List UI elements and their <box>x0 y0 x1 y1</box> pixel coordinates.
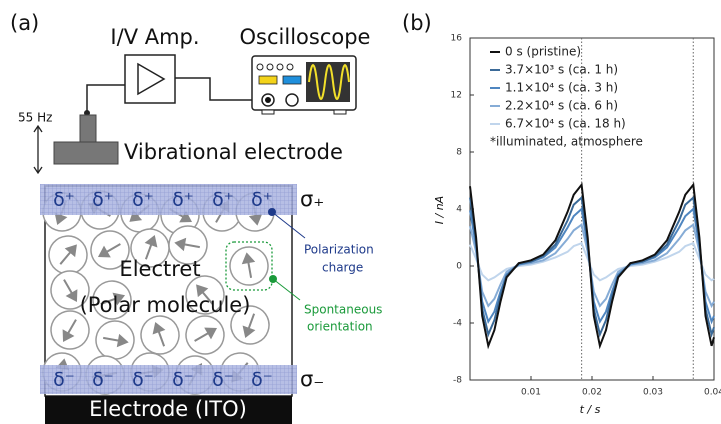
data-line <box>469 241 715 282</box>
dipole-arrow <box>100 292 126 306</box>
panel-label: (a) <box>10 11 39 35</box>
y-tick-label: 16 <box>451 34 463 44</box>
legend-label: 2.2×10⁴ s (ca. 6 h) <box>505 99 618 113</box>
wires <box>86 77 268 112</box>
molecule <box>48 235 88 275</box>
dipole-arrow <box>97 243 121 258</box>
x-tick-label: 0.02 <box>582 388 602 398</box>
data-line <box>469 223 715 309</box>
charge-label: δ⁺ <box>92 189 114 211</box>
dipole-arrow <box>152 321 166 347</box>
electrode-label: Vibrational electrode <box>124 140 343 164</box>
molecule <box>168 225 208 265</box>
legend-label: 6.7×10⁴ s (ca. 18 h) <box>505 117 626 131</box>
dipole-arrow <box>241 252 256 278</box>
x-tick-label: 0.04 <box>704 388 721 398</box>
legend-label: 0 s (pristine) <box>505 45 581 59</box>
polarization-label: Polarization <box>304 243 374 257</box>
dipole-arrow <box>62 319 77 343</box>
charge-label: δ⁺ <box>53 189 75 211</box>
charge-label: δ⁻ <box>53 369 75 391</box>
molecule-label: (Polar molecule) <box>80 293 251 317</box>
oscilloscope <box>251 55 357 115</box>
molecule <box>185 275 225 315</box>
x-axis-label: t / s <box>580 403 601 416</box>
molecule <box>92 280 132 320</box>
amplifier <box>124 54 176 104</box>
molecule <box>130 228 170 268</box>
annotation: *illuminated, atmosphere <box>490 135 643 149</box>
y-tick-label: -8 <box>453 376 462 386</box>
y-tick-label: 12 <box>451 91 462 101</box>
electret-label: Electret <box>119 257 200 281</box>
charge-label: δ⁻ <box>92 369 114 391</box>
molecule <box>230 305 270 345</box>
charge-label: δ⁺ <box>132 189 154 211</box>
vibration-arrow <box>33 124 43 175</box>
y-axis-label: I / nA <box>433 196 446 224</box>
polarization-label: charge <box>322 261 363 275</box>
spontaneous-label: orientation <box>307 320 373 334</box>
dipole-arrow <box>63 279 78 303</box>
charge-label: δ⁺ <box>212 189 234 211</box>
dipole-arrow <box>196 284 214 305</box>
molecule <box>50 270 90 310</box>
spontaneous-callout <box>225 241 301 301</box>
charge-label: δ⁺ <box>251 189 273 211</box>
dipole-arrow <box>194 327 218 342</box>
molecule <box>50 310 90 350</box>
legend-label: 3.7×10³ s (ca. 1 h) <box>505 63 618 77</box>
ito-label: Electrode (ITO) <box>89 397 247 421</box>
sigma-top: σ₊ <box>300 187 324 211</box>
y-tick-label: 0 <box>456 262 462 272</box>
y-tick-label: -4 <box>453 319 462 329</box>
dipole-arrow <box>103 333 129 348</box>
panel-label: (b) <box>402 11 432 35</box>
plot: -8 -4 0 4 8 12 16 0.01 0.02 0.03 0.04 0 s (pristine… <box>451 34 721 398</box>
amp-label: I/V Amp. <box>110 25 199 49</box>
vibrational-electrode <box>53 110 119 165</box>
x-tick-label: 0.03 <box>643 388 663 398</box>
charge-label: δ⁻ <box>132 369 154 391</box>
charge-label: δ⁻ <box>251 369 273 391</box>
molecule <box>90 230 130 270</box>
dipole-arrow <box>144 234 158 260</box>
legend-label: 1.1×10⁴ s (ca. 3 h) <box>505 81 618 95</box>
polarization-callout <box>268 208 306 239</box>
y-tick-label: 4 <box>456 205 462 215</box>
ito-electrode <box>45 396 292 424</box>
molecule <box>185 315 225 355</box>
bottom-charge-layer <box>40 365 297 394</box>
charge-label: δ⁻ <box>172 369 194 391</box>
sigma-bottom: σ₋ <box>300 367 324 391</box>
dipole-arrow <box>242 313 256 339</box>
data-line <box>469 182 715 350</box>
spontaneous-label: Spontaneous <box>304 303 382 317</box>
x-tick-label: 0.01 <box>521 388 541 398</box>
frequency-label: 55 Hz <box>18 111 52 125</box>
dipole-arrow <box>174 237 200 252</box>
y-tick-label: 8 <box>456 148 462 158</box>
dipole-arrow <box>59 244 77 265</box>
scope-label: Oscilloscope <box>240 25 371 49</box>
top-charge-layer <box>40 184 297 215</box>
charge-label: δ⁺ <box>172 189 194 211</box>
molecule <box>140 315 180 355</box>
charge-label: δ⁻ <box>212 369 234 391</box>
molecule <box>229 246 269 286</box>
